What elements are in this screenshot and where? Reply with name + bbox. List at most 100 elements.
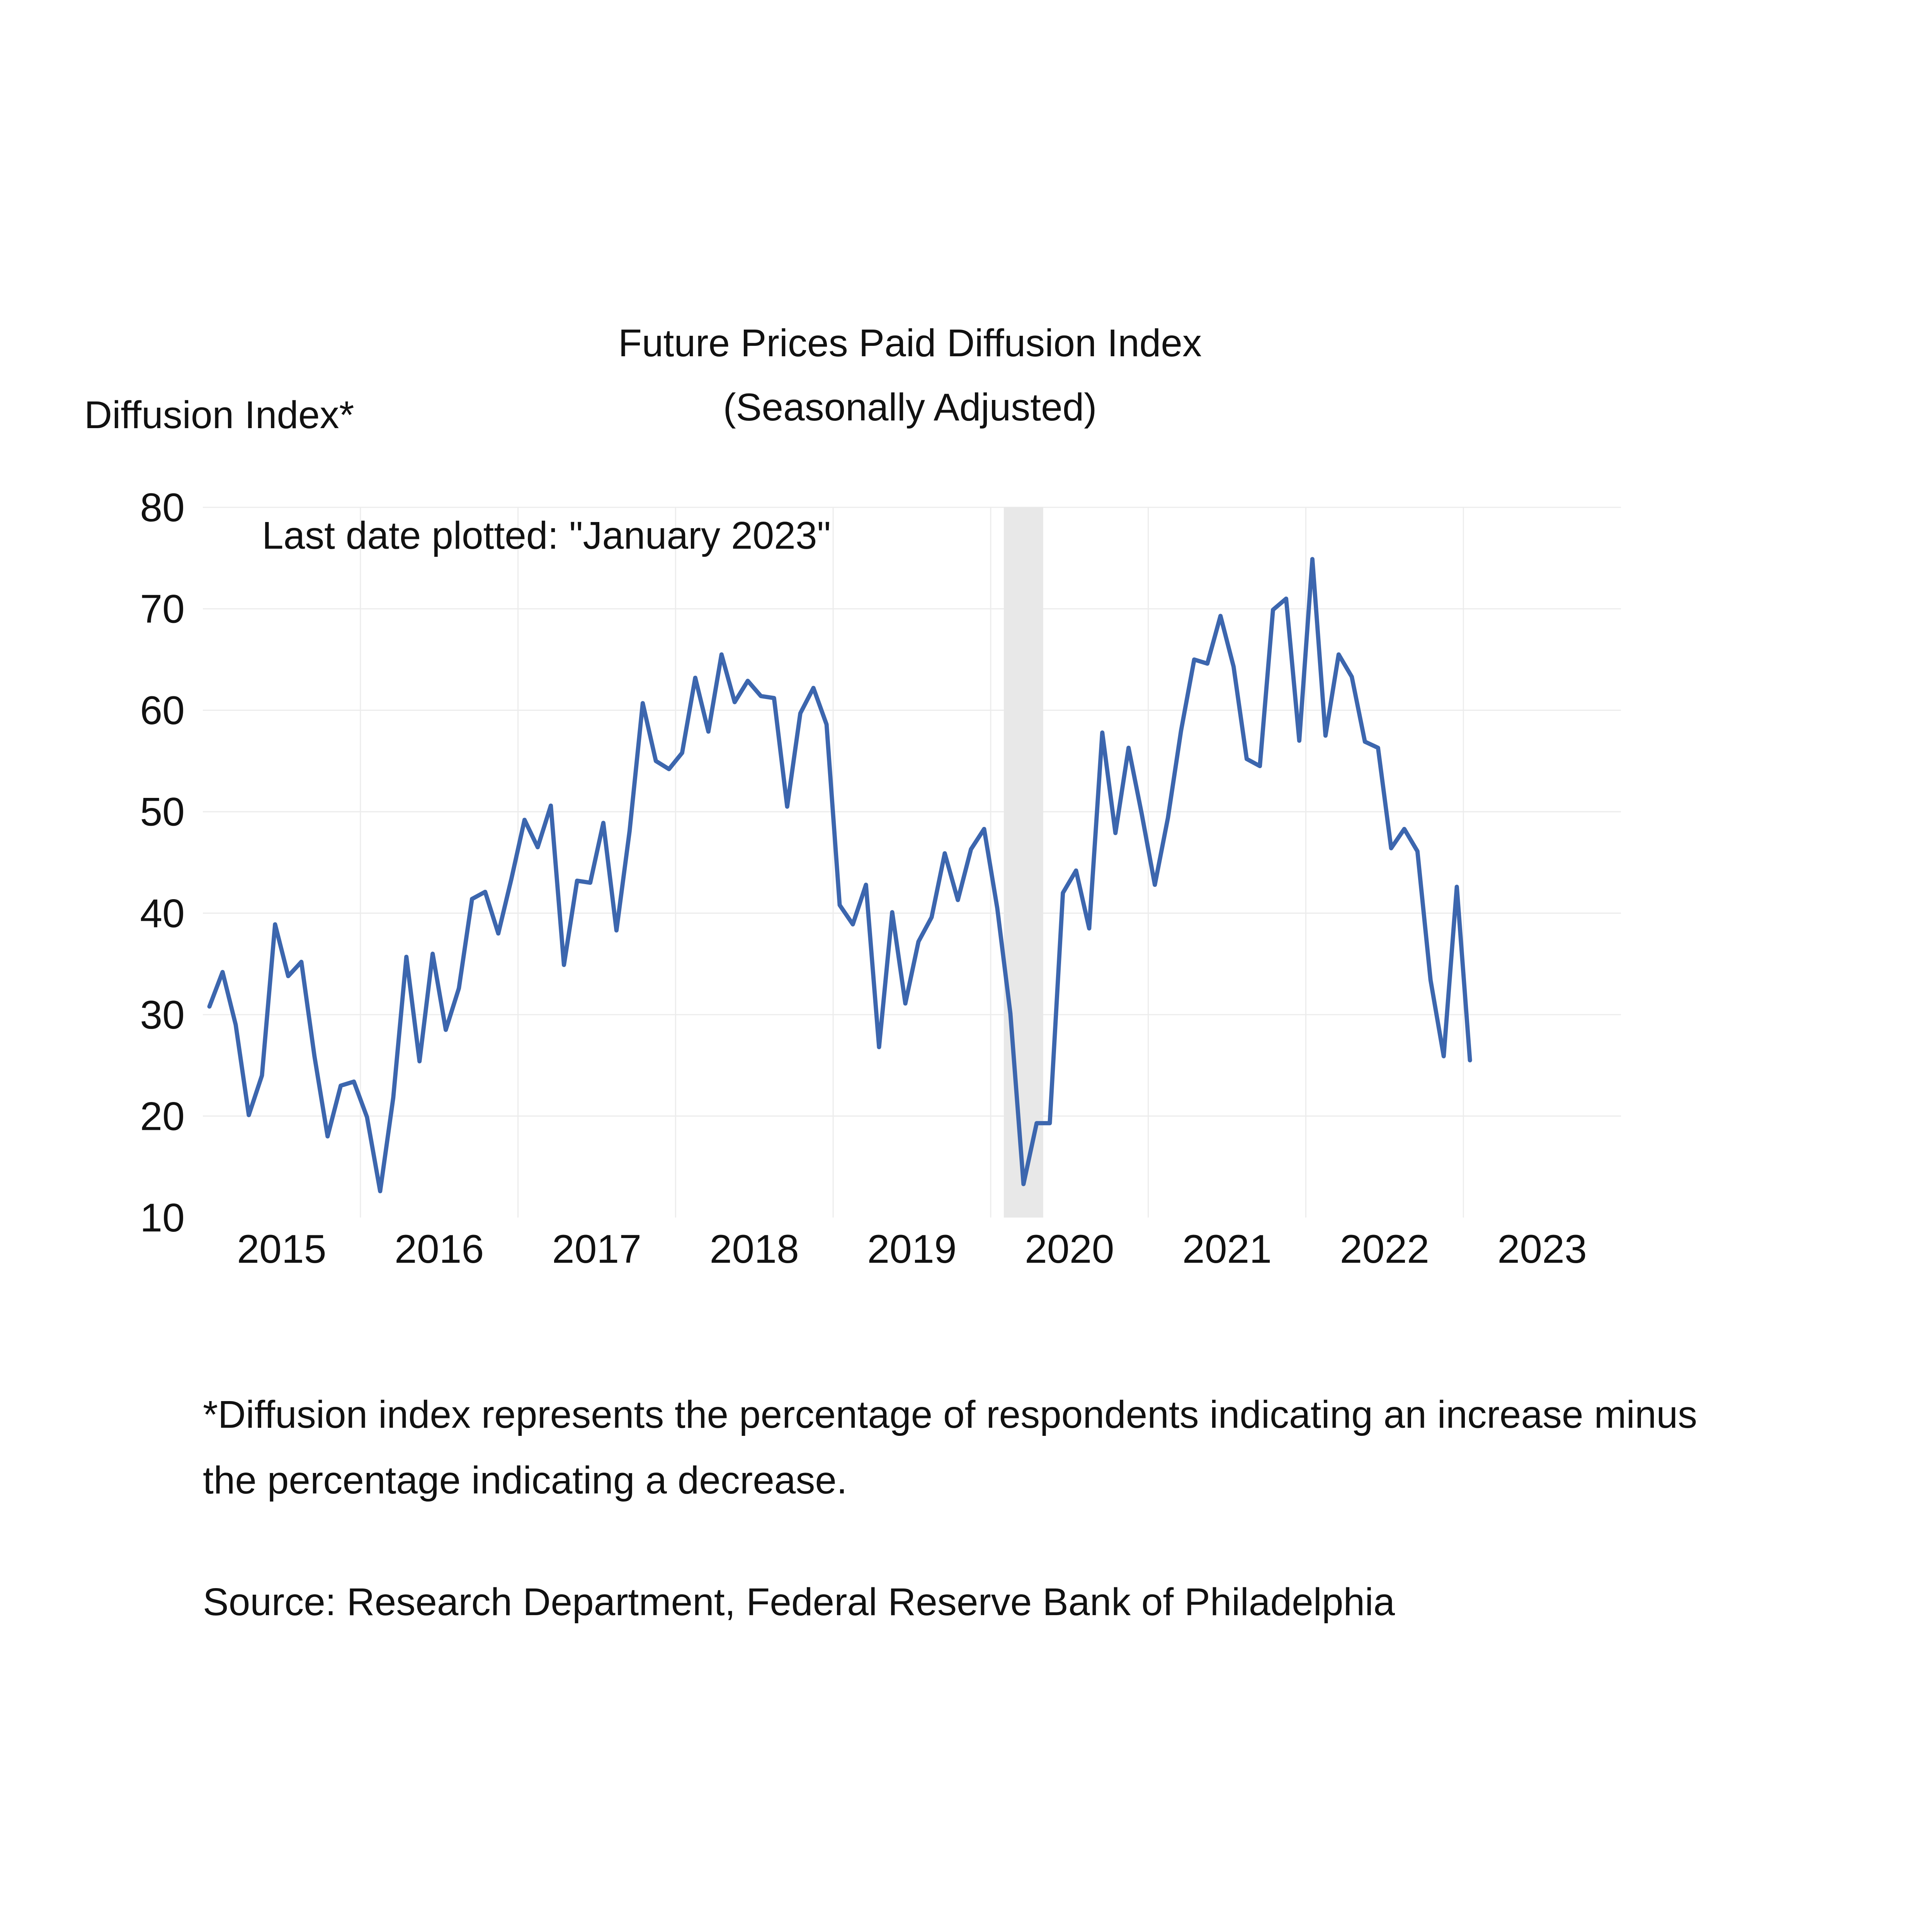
data-point [1299,740,1300,742]
x-tick-label: 2015 [237,1227,326,1272]
data-points [209,558,1471,1192]
y-tick-label: 20 [140,1094,185,1139]
data-point [1403,828,1405,830]
data-point [419,1061,420,1062]
data-point [1049,1122,1051,1124]
data-point [905,1003,906,1004]
data-point [209,1006,210,1007]
data-point [1390,847,1392,849]
y-tick-label: 10 [140,1196,185,1240]
data-point [1430,980,1431,981]
chart-title: Future Prices Paid Diffusion Index [618,321,1202,365]
data-point [865,884,867,886]
data-point [1167,817,1169,819]
data-point [997,907,998,909]
data-point [563,964,565,966]
x-tick-label: 2016 [395,1227,484,1272]
data-point [432,953,434,954]
data-point [537,847,539,848]
data-point [629,830,630,832]
data-point [1456,886,1458,888]
data-point [1351,676,1352,678]
y-tick-labels: 10 20 30 40 50 60 70 80 [140,485,185,1240]
data-point [1311,558,1313,560]
x-tick-label: 2022 [1340,1227,1429,1272]
y-tick-label: 30 [140,993,185,1037]
data-point [498,933,499,934]
data-point [1075,870,1077,871]
data-point [1115,832,1116,834]
data-point [747,680,748,682]
data-point [406,956,407,957]
data-point [274,923,276,925]
data-point [721,654,722,655]
data-point [287,975,289,977]
data-point [248,1114,250,1116]
data-point [393,1097,394,1099]
data-point [1194,659,1195,660]
data-point [878,1046,880,1048]
data-point [445,1029,447,1031]
data-point [826,724,827,725]
data-point [799,713,801,714]
data-point [642,702,643,704]
data-point [1088,928,1090,929]
data-point [1036,1122,1037,1124]
data-point [1220,615,1221,617]
data-point [235,1024,236,1026]
y-tick-label: 50 [140,790,185,835]
data-point [694,677,696,679]
data-point [366,1116,368,1118]
data-point [602,822,604,824]
data-point [1338,654,1339,655]
data-point [1023,1183,1024,1185]
data-point [707,731,709,732]
data-point [655,760,656,762]
data-point [1154,884,1156,886]
data-point [839,904,840,906]
data-point [511,878,512,879]
footnote-line-1: *Diffusion index represents the percenta… [203,1393,1697,1436]
data-point [668,768,670,770]
data-point [852,923,854,925]
data-point [471,898,473,900]
y-tick-label: 70 [140,587,185,632]
data-point [786,806,788,808]
footnote-line-2: the percentage indicating a decrease. [203,1459,847,1502]
data-point [983,828,985,830]
data-point [1180,730,1182,731]
data-point [550,805,552,806]
gridlines [203,507,1621,1218]
data-point [1272,609,1274,611]
last-date-annotation: Last date plotted: "January 2023" [262,514,831,557]
data-point [314,1056,315,1057]
data-point [261,1075,263,1076]
x-tick-labels: 2015 2016 2017 2018 2019 2020 2021 2022 2023 [237,1227,1587,1272]
x-tick-label: 2021 [1182,1227,1272,1272]
data-point [1207,663,1208,664]
data-point [1233,666,1235,667]
data-point [379,1190,381,1192]
data-point [301,961,302,963]
recession-shading [1003,507,1043,1218]
data-point [944,852,946,854]
y-tick-label: 80 [140,485,185,530]
x-tick-label: 2017 [552,1227,641,1272]
data-point [1377,747,1379,748]
data-point [760,695,762,697]
data-point [813,687,814,689]
series-line [207,557,1472,1194]
data-point [1469,1060,1471,1061]
data-point [590,882,591,884]
data-point [970,849,972,850]
data-point [1417,850,1418,852]
data-point [681,752,683,753]
data-point [340,1085,342,1087]
data-point [353,1081,355,1082]
data-point [891,912,893,913]
data-point [577,880,578,881]
data-point [1102,732,1103,733]
data-point [1286,598,1287,599]
data-point [458,988,460,989]
x-tick-label: 2023 [1497,1227,1587,1272]
